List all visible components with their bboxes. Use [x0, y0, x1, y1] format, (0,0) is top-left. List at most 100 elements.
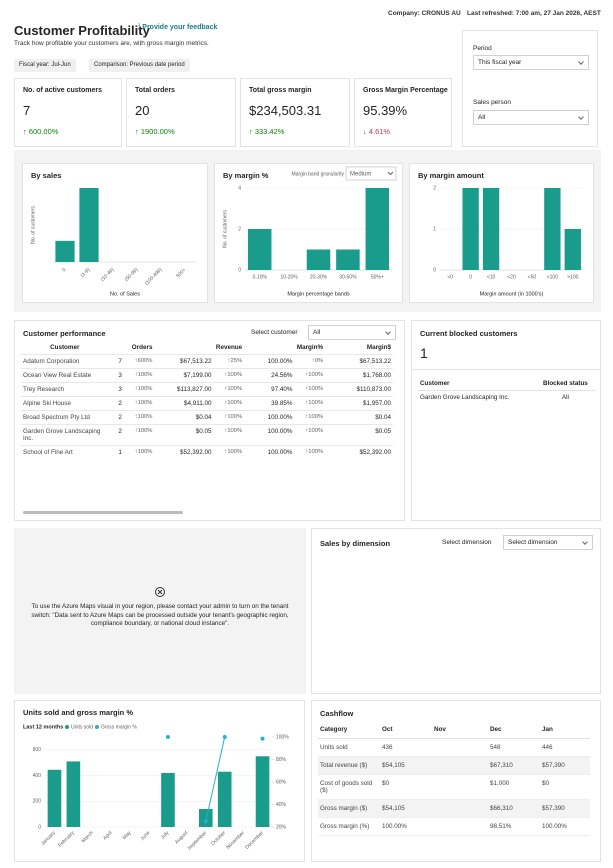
- table-cell: $110,873.00: [356, 386, 391, 393]
- kpi-value: 20: [135, 103, 150, 118]
- table-cell: ↑100%: [224, 428, 243, 434]
- table-cell: 1: [118, 449, 122, 456]
- column-header[interactable]: Blocked status: [543, 380, 588, 387]
- table-row: Garden Grove Landscaping Inc. 2 ↑100% $0.05…: [21, 424, 393, 446]
- x-tick-label: December: [244, 830, 265, 851]
- x-tick-label: January: [40, 830, 57, 847]
- scrollbar[interactable]: [23, 511, 183, 514]
- x-tick-label: 30-50%: [339, 274, 357, 280]
- table-cell: 100.00%: [542, 823, 567, 830]
- table-row: Gross margin ($) $54,105 $66,310 $57,390: [318, 799, 590, 818]
- chart-card: Units sold and gross margin % Last 12 mon…: [14, 700, 305, 862]
- dropdown-value: Medium: [350, 172, 371, 178]
- table-row: Units sold 436 548 446: [318, 739, 590, 757]
- bar: [336, 249, 360, 270]
- legend-marker: [65, 725, 69, 729]
- x-tick-label: 0-10%: [252, 274, 267, 280]
- table-cell: ↑100%: [224, 449, 243, 455]
- x-tick-label: October: [210, 830, 227, 847]
- table-cell: [432, 739, 488, 757]
- column-header[interactable]: Category: [320, 726, 348, 733]
- x-tick-label: 10-20%: [280, 274, 298, 280]
- y2-tick-label: 60%: [276, 779, 287, 785]
- filter-panel: Period This fiscal year Sales person All: [462, 30, 598, 147]
- chart: By margin % Margin band granularity Medium…: [222, 166, 397, 297]
- blocked-customers: Current blocked customers 1 Customer Bloc…: [411, 320, 601, 521]
- x-tick-label: <20: [507, 274, 516, 280]
- x-tick-label: <50: [528, 274, 537, 280]
- table-cell: $1,957.00: [362, 400, 391, 407]
- table-cell: Alpine Ski House: [23, 400, 71, 407]
- x-tick-label: (1-9): [80, 267, 92, 279]
- table-cell: 7: [118, 358, 122, 365]
- table-cell: $54,105: [382, 805, 405, 812]
- kpi-label: Gross Margin Percentage: [363, 87, 448, 94]
- customer-performance: Customer performance Select customer All…: [14, 320, 405, 521]
- y-tick-label: 0: [38, 824, 41, 830]
- filter-dropdown[interactable]: All: [473, 110, 589, 125]
- bar: [306, 249, 331, 270]
- column-header[interactable]: Dec: [490, 726, 502, 733]
- table-cell: ↑100%: [305, 414, 324, 420]
- x-tick-label: June: [139, 830, 151, 842]
- table-cell: [432, 818, 488, 836]
- y-tick-label: 200: [33, 799, 42, 805]
- table-cell: [432, 800, 488, 818]
- table-cell: ↑100%: [134, 428, 153, 434]
- table-cell: ↑100%: [224, 372, 243, 378]
- x-tick-label: March: [81, 830, 95, 844]
- column-header[interactable]: Jan: [542, 726, 553, 733]
- x-tick-label: 0: [61, 267, 67, 273]
- card-title: Current blocked customers: [420, 329, 518, 338]
- bar: [217, 771, 232, 827]
- legend-label: Units sold: [71, 724, 93, 730]
- table-cell: Adatum Corporation: [23, 358, 80, 365]
- x-tick-label: February: [57, 830, 76, 849]
- dropdown[interactable]: [345, 166, 397, 181]
- table-cell: $113,827.00: [176, 386, 212, 393]
- dropdown-label: Margin band granularity: [291, 171, 344, 177]
- column-header[interactable]: Margin%: [296, 344, 324, 351]
- card-title: Sales by dimension: [320, 539, 391, 548]
- cashflow-table: Category Oct Nov Dec Jan Units sold 436 548 446 T…: [318, 721, 590, 836]
- x-axis-label: No. of Sales: [110, 291, 140, 297]
- y-tick-label: 4: [238, 185, 241, 191]
- table-cell: $7,199.00: [183, 372, 212, 379]
- column-header[interactable]: Orders: [131, 344, 153, 351]
- bar: [462, 188, 479, 270]
- select-dropdown[interactable]: Select dimension: [503, 535, 593, 550]
- column-header[interactable]: Customer: [420, 380, 450, 387]
- table-cell: ↑100%: [134, 449, 153, 455]
- chip[interactable]: Comparison: Previous date period: [89, 59, 190, 72]
- chip[interactable]: Fiscal year: Jul-Jun: [14, 59, 76, 72]
- kpi-change: ↑ 600.00%: [23, 127, 59, 136]
- sales-by-dimension: Sales by dimension Select dimension Sele…: [311, 528, 601, 694]
- feedback-link[interactable]: ⁞ Provide your feedback: [138, 24, 218, 31]
- table-cell: ↑25%: [227, 358, 243, 364]
- table-row: Ocean View Real Estate 3 ↑100% $7,199.00 ↑10…: [21, 368, 393, 383]
- filter-dropdown[interactable]: This fiscal year: [473, 55, 589, 70]
- customer-table: Customer Orders Revenue Margin% Margin$ Adatu…: [21, 341, 393, 459]
- column-header[interactable]: Oct: [382, 726, 393, 733]
- legend-label: Gross margin %: [101, 724, 137, 730]
- y-tick-label: 400: [33, 773, 42, 779]
- table-row: Gross margin (%) 100.00% 98.51% 100.00%: [318, 818, 590, 836]
- column-header[interactable]: Customer: [50, 344, 80, 351]
- point: [222, 735, 227, 739]
- column-header[interactable]: Revenue: [215, 344, 243, 351]
- column-header[interactable]: Margin$: [366, 344, 391, 351]
- page-title: Customer Profitability: [14, 23, 150, 38]
- feedback-text[interactable]: Provide your feedback: [142, 24, 218, 31]
- table-cell: 436: [382, 744, 393, 751]
- table-cell: $57,390: [542, 805, 565, 812]
- table-row: Cost of goods sold ($) $0 $1,000 $0: [318, 775, 590, 800]
- bar: [66, 761, 81, 827]
- table-cell: [432, 775, 488, 800]
- table-row: Trey Research 3 ↑100% $113,827.00 ↑100% 97.40…: [21, 382, 393, 397]
- column-header[interactable]: Nov: [434, 726, 446, 733]
- bar: [255, 756, 270, 827]
- table-cell: 3: [118, 372, 122, 379]
- x-tick-label: 50%+: [371, 274, 384, 280]
- y2-tick-label: 20%: [276, 824, 287, 830]
- select-dropdown[interactable]: All: [308, 325, 396, 340]
